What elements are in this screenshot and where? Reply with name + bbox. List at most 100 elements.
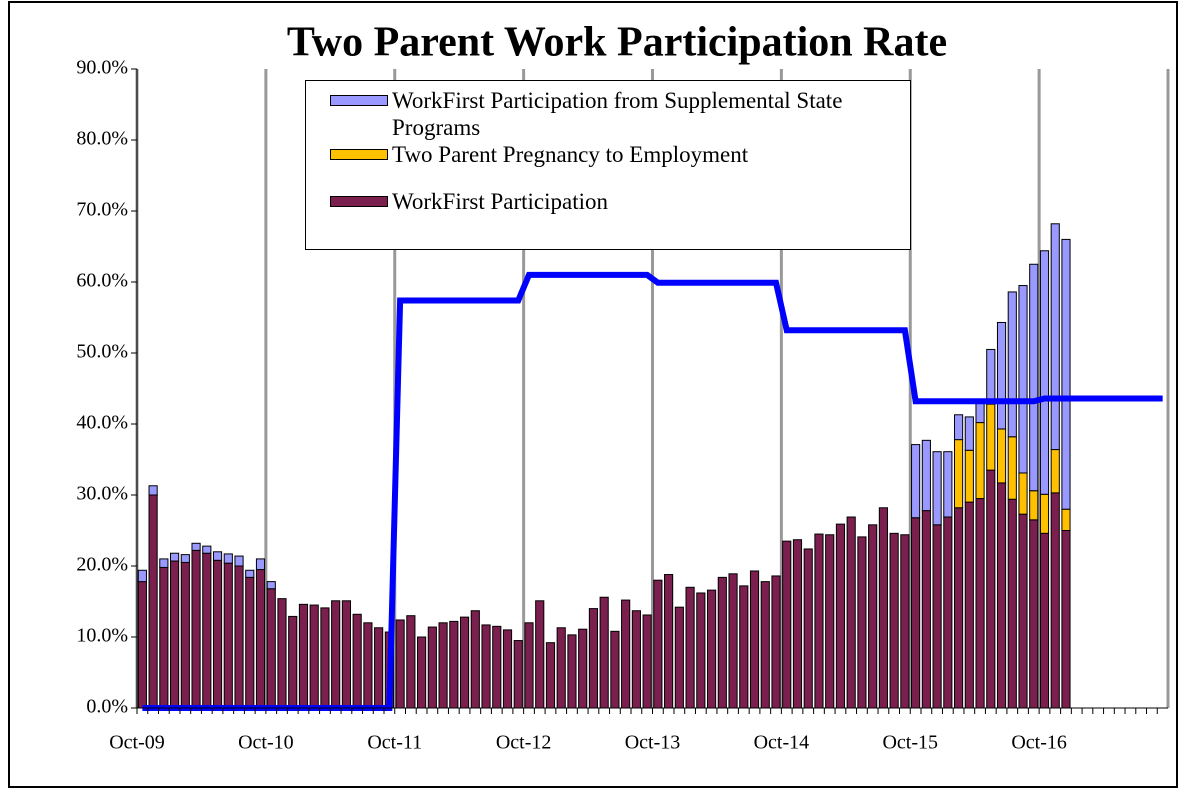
bar-segment: [728, 573, 738, 709]
bar-segment: [159, 558, 169, 568]
bar-segment: [685, 586, 695, 709]
x-tick-label: Oct-14: [754, 732, 810, 754]
bar-segment: [255, 558, 266, 571]
bar-segment: [911, 517, 921, 709]
bar-segment: [760, 581, 770, 709]
bar-segment: [696, 592, 706, 709]
bar-segment: [438, 622, 448, 709]
x-tick-label: Oct-16: [1011, 732, 1067, 754]
legend-swatch: [330, 196, 388, 207]
bar-segment: [1029, 490, 1039, 521]
y-tick-label: 50.0%: [76, 341, 128, 363]
bar-segment: [792, 539, 803, 709]
bar-segment: [481, 624, 491, 709]
bar-segment: [191, 542, 201, 551]
bar-segment: [1061, 530, 1071, 709]
bar-segment: [943, 516, 953, 709]
bar-segment: [996, 428, 1007, 484]
bar-segment: [857, 536, 867, 709]
bar-segment: [1050, 223, 1060, 451]
bar-segment: [406, 615, 416, 709]
bar-segment: [524, 622, 534, 709]
bar-segment: [921, 439, 931, 512]
bar-segment: [223, 562, 233, 709]
bar-segment: [911, 444, 921, 519]
bar-segment: [868, 524, 878, 709]
bar-segment: [223, 553, 233, 564]
bar-segment: [782, 540, 792, 709]
bar-segment: [320, 607, 330, 709]
bar-segment: [642, 614, 652, 709]
bar-segment: [277, 598, 287, 709]
bar-segment: [180, 561, 190, 709]
bar-segment: [975, 498, 985, 709]
bar-segment: [900, 534, 910, 709]
bar-segment: [202, 545, 212, 554]
bar-segment: [846, 516, 856, 709]
legend-entry: Two Parent Pregnancy to Employment: [330, 141, 910, 168]
bar-segment: [234, 555, 244, 567]
x-tick-label: Oct-15: [882, 732, 938, 754]
bar-segment: [1007, 291, 1017, 438]
bar-segment: [706, 589, 717, 709]
legend-entry: WorkFirst Participation: [330, 188, 910, 215]
bar-segment: [266, 588, 276, 709]
bar-segment: [266, 581, 276, 590]
bar-segment: [137, 569, 147, 583]
bar-segment: [1018, 472, 1028, 515]
bar-segment: [996, 321, 1007, 430]
bar-segment: [1061, 238, 1071, 510]
bar-segment: [298, 603, 309, 709]
bar-segment: [921, 510, 931, 709]
bar-segment: [953, 507, 964, 709]
bar-segment: [975, 422, 985, 500]
y-tick-label: 0.0%: [86, 696, 128, 718]
legend-swatch: [330, 149, 388, 160]
y-tick-label: 70.0%: [76, 199, 128, 221]
bar-segment: [1039, 532, 1050, 709]
bar-segment: [996, 482, 1007, 709]
bar-segment: [202, 552, 212, 709]
bar-segment: [1007, 436, 1017, 500]
y-tick-label: 10.0%: [76, 625, 128, 647]
bar-segment: [674, 606, 684, 709]
bar-segment: [148, 494, 158, 709]
bar-segment: [631, 610, 641, 709]
x-tick-label: Oct-09: [109, 732, 165, 754]
bar-segment: [234, 565, 244, 709]
bar-segment: [986, 348, 996, 405]
bar-segment: [395, 619, 405, 709]
bar-segment: [170, 552, 180, 562]
bar-segment: [363, 622, 373, 709]
x-tick-label: Oct-11: [367, 732, 422, 754]
bar-segment: [825, 534, 835, 709]
bar-segment: [212, 559, 223, 709]
bar-segment: [975, 402, 985, 424]
y-tick-label: 20.0%: [76, 554, 128, 576]
bar-segment: [567, 634, 577, 709]
x-tick-label: Oct-13: [625, 732, 681, 754]
bar-segment: [1018, 285, 1028, 474]
bar-segment: [1039, 493, 1050, 534]
bar-segment: [1039, 250, 1050, 495]
bar-segment: [1029, 263, 1039, 492]
bar-segment: [943, 451, 953, 518]
bar-segment: [417, 636, 427, 709]
bar-segment: [932, 451, 942, 526]
bar-segment: [159, 566, 169, 709]
bar-segment: [288, 615, 298, 709]
bar-segment: [1029, 519, 1039, 709]
legend-label: Two Parent Pregnancy to Employment: [392, 142, 749, 167]
bar-segment: [588, 608, 599, 709]
legend-label: WorkFirst Participation: [392, 189, 608, 214]
x-tick-label: Oct-10: [238, 732, 294, 754]
bar-segment: [953, 439, 964, 509]
bar-segment: [212, 551, 223, 561]
bar-segment: [245, 569, 255, 578]
bar-segment: [835, 523, 846, 709]
legend-swatch: [330, 95, 388, 106]
chart-title: Two Parent Work Participation Rate: [287, 20, 947, 66]
bar-segment: [1061, 508, 1071, 532]
legend: WorkFirst Participation from Supplementa…: [305, 80, 911, 250]
